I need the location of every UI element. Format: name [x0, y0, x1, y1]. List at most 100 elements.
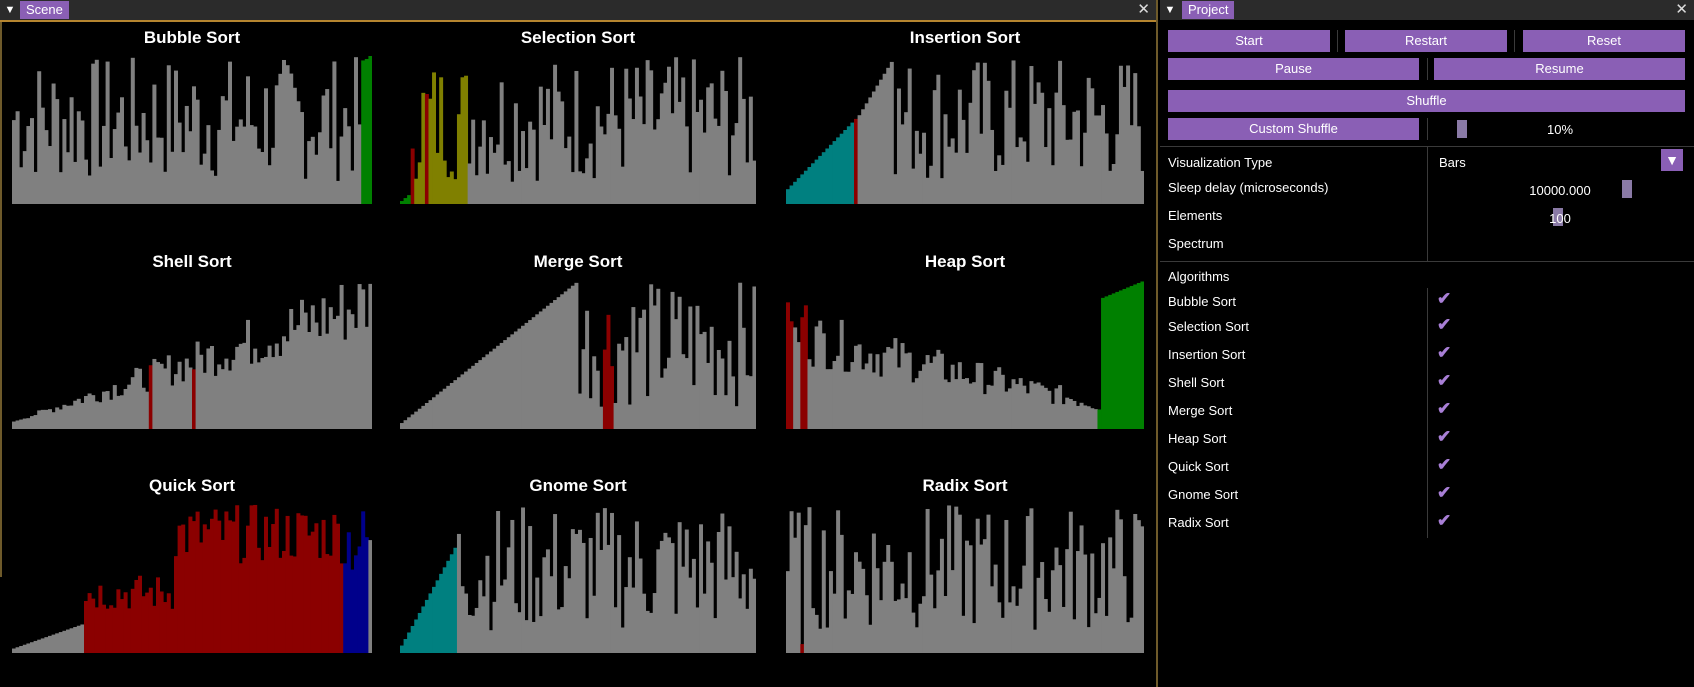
bar	[947, 505, 952, 653]
bar	[73, 161, 78, 204]
bar	[818, 628, 823, 653]
bar	[127, 160, 132, 204]
bar	[663, 368, 668, 429]
shuffle-percent-slider-grab[interactable]	[1457, 120, 1467, 138]
checkmark-icon[interactable]: ✔	[1437, 289, 1452, 308]
bar	[542, 557, 547, 653]
bar	[184, 358, 189, 429]
elements-slider[interactable]: 100	[1549, 211, 1571, 226]
bar	[246, 525, 250, 653]
project-tab[interactable]: Project	[1182, 1, 1235, 19]
bar	[752, 286, 756, 429]
triangle-down-icon[interactable]: ▼	[1164, 4, 1176, 16]
bar	[435, 394, 440, 429]
visualization-type-select[interactable]: Bars	[1439, 155, 1466, 170]
bar	[332, 514, 337, 653]
bar	[403, 420, 408, 429]
bar	[432, 72, 436, 204]
bar	[993, 370, 998, 429]
bar	[918, 153, 923, 204]
bar	[231, 359, 236, 429]
bar	[37, 71, 42, 204]
start-button[interactable]: Start	[1168, 30, 1330, 52]
pause-button[interactable]: Pause	[1168, 58, 1419, 80]
bar	[982, 62, 987, 204]
bar	[828, 369, 833, 429]
bar	[667, 537, 671, 653]
bar	[264, 516, 268, 653]
bar	[271, 357, 276, 429]
checkmark-icon[interactable]: ✔	[1437, 315, 1452, 334]
bar	[832, 593, 837, 653]
bar	[904, 353, 909, 429]
bar	[957, 362, 962, 429]
bar	[624, 68, 629, 204]
bar	[428, 98, 433, 204]
algorithm-label-insertion-sort: Insertion Sort	[1168, 347, 1246, 362]
bar	[748, 96, 753, 204]
resume-button[interactable]: Resume	[1434, 58, 1685, 80]
bar	[350, 170, 355, 204]
bar	[517, 170, 522, 204]
custom-shuffle-button[interactable]: Custom Shuffle	[1168, 118, 1419, 140]
bar	[159, 137, 164, 204]
checkmark-icon[interactable]: ✔	[1437, 343, 1452, 362]
close-icon[interactable]: ✕	[1675, 1, 1688, 18]
checkmark-icon[interactable]: ✔	[1437, 399, 1452, 418]
bar	[606, 314, 611, 429]
bar	[478, 580, 483, 653]
bar	[836, 137, 841, 204]
bar	[166, 593, 171, 653]
bar	[58, 172, 63, 204]
checkmark-icon[interactable]: ✔	[1437, 455, 1452, 474]
bar	[645, 60, 650, 204]
checkmark-icon[interactable]: ✔	[1437, 427, 1452, 446]
bar	[1047, 108, 1052, 204]
bar	[1029, 66, 1034, 204]
bar	[649, 70, 654, 204]
elements-slider-grab[interactable]	[1553, 208, 1563, 226]
bar	[109, 605, 114, 653]
project-window: ▼ Project ✕ Start Restart Reset Pause Re…	[1160, 0, 1694, 687]
bar	[217, 364, 222, 429]
bar	[839, 133, 844, 204]
bar	[33, 171, 38, 204]
bar	[649, 284, 654, 429]
bar	[446, 385, 451, 429]
bar	[478, 360, 483, 429]
triangle-down-icon[interactable]: ▼	[4, 4, 16, 16]
bar	[282, 550, 286, 653]
bar	[1015, 384, 1020, 429]
sleep-delay-slider-grab[interactable]	[1622, 180, 1632, 198]
sleep-delay-slider[interactable]: 10000.000	[1529, 183, 1591, 198]
bar	[148, 162, 153, 204]
chevron-down-icon[interactable]: ▼	[1661, 149, 1683, 171]
bar	[26, 643, 31, 653]
checkmark-icon[interactable]: ✔	[1437, 483, 1452, 502]
restart-button[interactable]: Restart	[1345, 30, 1507, 52]
bar	[854, 552, 858, 653]
bar	[961, 615, 966, 653]
bar	[192, 369, 196, 429]
bar	[1033, 383, 1037, 429]
bar	[141, 387, 146, 429]
checkmark-icon[interactable]: ✔	[1437, 371, 1452, 390]
shuffle-button[interactable]: Shuffle	[1168, 90, 1685, 112]
close-icon[interactable]: ✕	[1137, 1, 1150, 18]
bar	[882, 73, 887, 204]
checkmark-icon[interactable]: ✔	[1437, 511, 1452, 530]
bar	[318, 335, 322, 429]
bar	[1047, 611, 1052, 653]
bar	[228, 61, 232, 204]
shuffle-percent-slider[interactable]: 10%	[1546, 122, 1574, 137]
bar	[325, 554, 330, 653]
bar	[1029, 508, 1034, 653]
bar	[861, 369, 866, 429]
bar	[1108, 537, 1113, 653]
bar	[37, 639, 42, 653]
scene-tab[interactable]: Scene	[20, 1, 69, 19]
reset-button[interactable]: Reset	[1523, 30, 1685, 52]
bar	[37, 410, 42, 429]
bar	[22, 644, 27, 653]
bar	[364, 326, 369, 429]
